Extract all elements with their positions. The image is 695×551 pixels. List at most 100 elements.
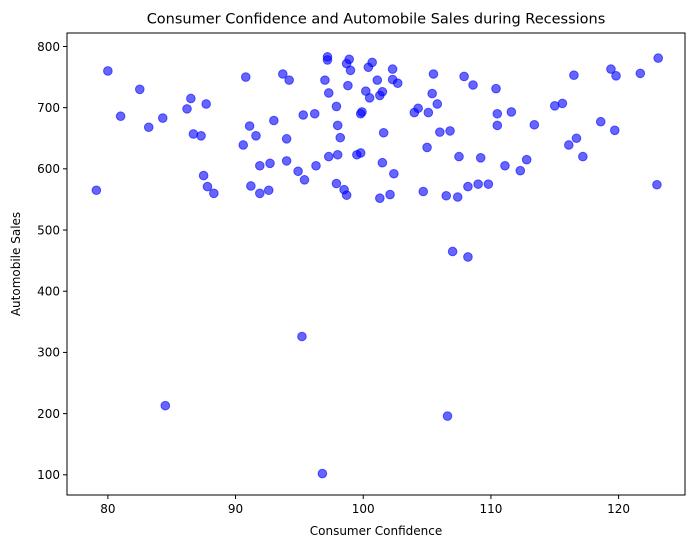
data-point-19 bbox=[251, 131, 261, 141]
data-point-49 bbox=[343, 80, 353, 91]
data-point-14 bbox=[209, 188, 219, 199]
data-point-41 bbox=[331, 178, 342, 189]
data-point-50 bbox=[344, 54, 354, 65]
data-point-102 bbox=[557, 98, 568, 109]
data-point-85 bbox=[454, 151, 464, 162]
data-point-107 bbox=[595, 116, 606, 127]
data-point-8 bbox=[186, 93, 196, 104]
data-point-36 bbox=[320, 75, 330, 85]
data-point-33 bbox=[309, 108, 320, 119]
data-point-11 bbox=[198, 170, 209, 181]
data-point-113 bbox=[653, 53, 663, 63]
y-tick-label-7: 800 bbox=[37, 40, 60, 54]
data-point-67 bbox=[387, 64, 398, 74]
plot-area bbox=[67, 33, 685, 495]
data-point-53 bbox=[355, 148, 366, 158]
data-point-24 bbox=[269, 115, 279, 126]
points-layer bbox=[91, 52, 663, 479]
data-point-5 bbox=[157, 113, 168, 123]
data-point-63 bbox=[377, 86, 388, 97]
data-point-45 bbox=[335, 132, 346, 143]
x-tick-label-3: 110 bbox=[479, 502, 502, 516]
data-point-15 bbox=[238, 140, 249, 150]
data-point-28 bbox=[284, 75, 294, 85]
data-point-43 bbox=[332, 120, 343, 131]
data-point-55 bbox=[357, 107, 367, 117]
y-tick-label-6: 700 bbox=[37, 101, 60, 115]
data-point-65 bbox=[378, 127, 389, 138]
y-tick-label-4: 500 bbox=[37, 223, 60, 237]
data-point-35 bbox=[317, 468, 328, 479]
data-point-81 bbox=[442, 411, 453, 421]
data-point-77 bbox=[428, 69, 439, 79]
data-point-4 bbox=[143, 122, 154, 133]
data-point-31 bbox=[298, 110, 309, 120]
data-point-51 bbox=[345, 65, 356, 76]
data-point-108 bbox=[606, 64, 616, 74]
data-point-25 bbox=[277, 69, 288, 79]
data-point-106 bbox=[578, 151, 588, 162]
data-point-99 bbox=[521, 154, 532, 165]
data-point-72 bbox=[413, 103, 423, 114]
chart-title: Consumer Confidence and Automobile Sales… bbox=[147, 12, 606, 28]
data-point-94 bbox=[492, 108, 503, 119]
data-point-16 bbox=[240, 72, 251, 82]
data-point-62 bbox=[375, 193, 385, 204]
y-tick-label-1: 200 bbox=[37, 407, 60, 421]
data-point-79 bbox=[435, 127, 445, 137]
data-point-87 bbox=[463, 181, 473, 192]
data-point-83 bbox=[447, 246, 458, 257]
data-point-75 bbox=[423, 107, 434, 118]
data-point-29 bbox=[293, 166, 303, 177]
data-point-78 bbox=[432, 99, 443, 109]
y-tick-label-2: 300 bbox=[37, 346, 60, 360]
data-point-58 bbox=[364, 93, 375, 103]
data-point-2 bbox=[115, 111, 126, 122]
data-point-26 bbox=[281, 156, 292, 166]
y-tick-label-3: 400 bbox=[37, 285, 60, 299]
data-point-66 bbox=[385, 189, 395, 200]
data-point-109 bbox=[609, 125, 620, 136]
data-point-64 bbox=[377, 157, 388, 168]
x-axis-ticks: 80 90 100 110 120 bbox=[100, 495, 630, 516]
data-point-13 bbox=[202, 181, 213, 192]
data-point-17 bbox=[244, 121, 255, 131]
data-point-18 bbox=[246, 181, 256, 191]
y-axis-label: Automobile Sales bbox=[9, 212, 23, 316]
data-point-44 bbox=[332, 149, 343, 160]
data-point-60 bbox=[372, 75, 383, 85]
data-point-89 bbox=[468, 80, 478, 90]
x-tick-label-4: 120 bbox=[607, 502, 630, 516]
axes-frame bbox=[66, 32, 686, 496]
y-tick-label-5: 600 bbox=[37, 162, 60, 176]
data-point-6 bbox=[160, 400, 171, 411]
data-point-110 bbox=[611, 71, 621, 81]
data-point-97 bbox=[506, 107, 517, 117]
data-point-86 bbox=[459, 71, 469, 82]
data-point-82 bbox=[445, 126, 455, 136]
data-point-111 bbox=[635, 68, 646, 79]
data-point-30 bbox=[297, 331, 307, 342]
data-point-7 bbox=[182, 104, 192, 114]
data-point-12 bbox=[201, 99, 211, 109]
data-point-70 bbox=[392, 78, 403, 88]
data-point-40 bbox=[323, 88, 334, 98]
data-point-42 bbox=[331, 101, 342, 112]
data-point-105 bbox=[571, 133, 582, 144]
x-tick-label-1: 90 bbox=[228, 502, 243, 516]
data-point-48 bbox=[341, 190, 352, 200]
data-point-98 bbox=[515, 165, 526, 176]
data-point-96 bbox=[500, 160, 510, 171]
data-point-73 bbox=[418, 186, 429, 197]
y-axis-ticks: 100 200 300 400 500 600 700 800 bbox=[37, 40, 67, 482]
data-point-59 bbox=[367, 57, 377, 68]
y-tick-label-0: 100 bbox=[37, 468, 60, 482]
data-point-95 bbox=[492, 120, 503, 131]
data-point-92 bbox=[483, 179, 494, 189]
data-point-21 bbox=[255, 160, 265, 171]
data-point-27 bbox=[281, 134, 292, 144]
x-tick-label-2: 100 bbox=[352, 502, 375, 516]
data-point-100 bbox=[529, 119, 540, 130]
data-point-93 bbox=[491, 83, 501, 94]
